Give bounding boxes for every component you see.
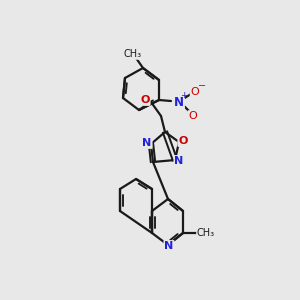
Text: CH₃: CH₃	[124, 49, 142, 59]
Text: −: −	[198, 81, 206, 91]
Text: O: O	[189, 111, 197, 121]
Text: O: O	[178, 136, 188, 146]
Text: N: N	[164, 241, 174, 251]
Text: CH₃: CH₃	[197, 228, 215, 238]
Text: O: O	[140, 95, 150, 105]
Text: N: N	[174, 95, 184, 109]
Text: N: N	[174, 156, 184, 166]
Text: N: N	[142, 138, 152, 148]
Text: +: +	[180, 92, 188, 100]
Text: O: O	[190, 87, 200, 97]
